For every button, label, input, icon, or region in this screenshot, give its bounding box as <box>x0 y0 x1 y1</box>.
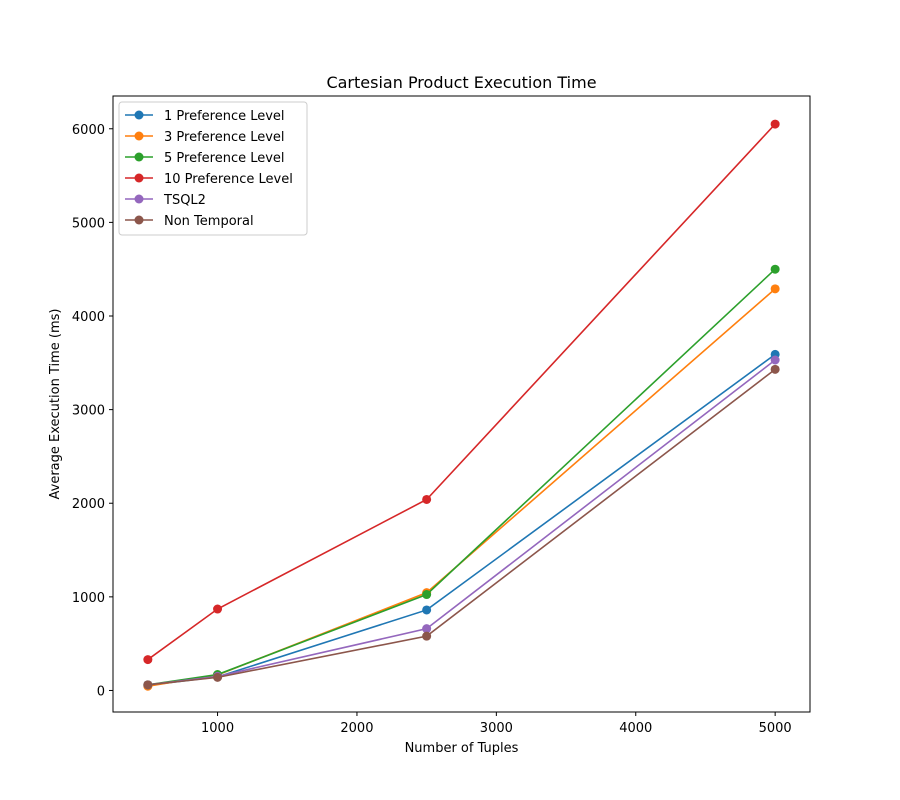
legend-item-10-preference-level: 10 Preference Level <box>125 172 293 187</box>
y-tick-label: 4000 <box>72 310 105 325</box>
data-point-non-temporal <box>770 364 780 374</box>
legend-marker <box>134 215 144 225</box>
data-point-non-temporal <box>422 631 432 641</box>
y-axis-label: Average Execution Time (ms) <box>48 309 63 500</box>
data-point-5-preference-level <box>422 590 432 600</box>
series-line-5-preference-level <box>147 268 776 686</box>
data-point-10-preference-level <box>422 494 432 504</box>
legend-marker <box>134 194 144 204</box>
x-axis: 1000 2000 3000 4000 5000 <box>201 712 792 736</box>
y-tick-label: 3000 <box>72 404 105 419</box>
legend-label: Non Temporal <box>164 214 254 229</box>
data-point-1-preference-level <box>422 605 432 615</box>
legend-label: 5 Preference Level <box>164 151 285 166</box>
legend-marker <box>134 173 144 183</box>
x-tick-label: 4000 <box>619 721 652 736</box>
data-point-non-temporal <box>143 680 153 690</box>
series-10-preference-level <box>143 119 780 665</box>
y-tick-label: 5000 <box>72 216 105 231</box>
y-tick-label: 1000 <box>72 591 105 606</box>
plot-area <box>143 119 780 691</box>
y-axis: 0 1000 2000 3000 4000 5000 6000 <box>72 123 113 699</box>
data-point-3-preference-level <box>770 284 780 294</box>
legend-box <box>118 101 308 236</box>
x-tick-label: 5000 <box>759 721 792 736</box>
legend-marker <box>134 110 144 120</box>
data-point-10-preference-level <box>143 655 153 665</box>
y-tick-label: 0 <box>97 684 105 699</box>
data-point-5-preference-level <box>770 264 780 274</box>
data-point-non-temporal <box>213 672 223 682</box>
legend-marker <box>134 131 144 141</box>
legend-label: 3 Preference Level <box>164 130 285 145</box>
legend-label: 1 Preference Level <box>164 109 285 124</box>
chart-title: Cartesian Product Execution Time <box>326 73 596 92</box>
series-line-10-preference-level <box>147 123 776 661</box>
legend-marker <box>134 152 144 162</box>
y-tick-label: 2000 <box>72 497 105 512</box>
y-tick-label: 6000 <box>72 123 105 138</box>
legend-label: 10 Preference Level <box>164 172 293 187</box>
legend-item-tsql2: TSQL2 <box>125 193 206 208</box>
x-tick-label: 3000 <box>480 721 513 736</box>
legend-label: TSQL2 <box>163 193 206 208</box>
series-non-temporal <box>143 364 780 690</box>
legend-item-3-preference-level: 3 Preference Level <box>125 130 285 145</box>
data-point-10-preference-level <box>770 119 780 129</box>
data-point-tsql2 <box>422 624 432 634</box>
data-point-tsql2 <box>770 355 780 365</box>
legend-item-1-preference-level: 1 Preference Level <box>125 109 285 124</box>
legend: 1 Preference Level 3 Preference Level 5 Pr… <box>118 101 308 236</box>
legend-item-non-temporal: Non Temporal <box>125 214 254 229</box>
legend-item-5-preference-level: 5 Preference Level <box>125 151 285 166</box>
data-point-10-preference-level <box>213 604 223 614</box>
x-axis-label: Number of Tuples <box>405 741 519 756</box>
x-tick-label: 2000 <box>340 721 373 736</box>
series-line-non-temporal <box>147 368 776 686</box>
x-tick-label: 1000 <box>201 721 234 736</box>
plot-frame <box>112 95 811 713</box>
